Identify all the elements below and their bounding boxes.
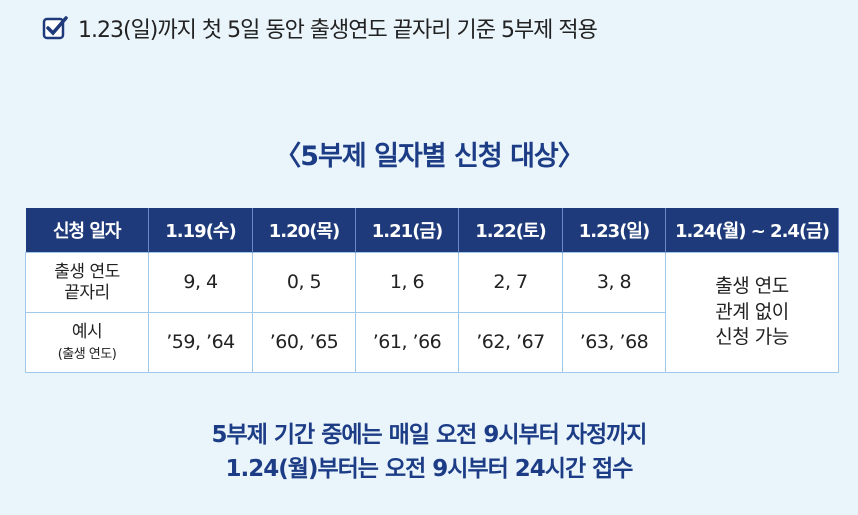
row-label-line: 끝자리 [64,282,110,303]
footer-line: 5부제 기간 중에는 매일 오전 9시부터 자정까지 [211,422,648,448]
footer: 5부제 기간 중에는 매일 오전 9시부터 자정까지 1.24(월)부터는 오전 … [0,418,858,486]
row-label-line: (출생 연도) [57,346,117,362]
row-label: 예시 (출생 연도) [25,312,149,373]
column-header: 1.21(금) [355,208,459,253]
merged-cell-line: 출생 연도 [715,275,789,298]
table-title: 〈5부제 일자별 신청 대상〉 [274,141,585,172]
column-header: 1.23(일) [562,208,666,253]
row-label-line: 출생 연도 [54,262,120,283]
table-cell: ’60, ’65 [252,312,356,373]
column-header: 1.19(수) [148,208,253,253]
schedule-table: 신청 일자 1.19(수) 1.20(목) 1.21(금) 1.22(토) 1.23(일)… [25,208,839,373]
table-cell: 0, 5 [252,252,356,313]
table-cell: 2, 7 [458,252,563,313]
table-cell: ’62, ’67 [458,312,563,373]
table-cell: 3, 8 [562,252,666,313]
note-row: 1.23(일)까지 첫 5일 동안 출생연도 끝자리 기준 5부제 적용 [42,10,598,46]
table-cell: 1, 6 [355,252,459,313]
column-header: 1.22(토) [458,208,563,253]
table-cell: ’63, ’68 [562,312,666,373]
note-text: 1.23(일)까지 첫 5일 동안 출생연도 끝자리 기준 5부제 적용 [78,18,598,43]
table-row: 예시 (출생 연도) ’59, ’64’60, ’65’61, ’66’62, ’6… [25,312,839,373]
table-row: 출생 연도 끝자리 9, 4 0, 5 1, 6 2, 7 3, 8 출생 연도 관계 없이 신청… [25,252,839,373]
column-header: 신청 일자 [25,208,149,253]
row-label-line: 예시 [71,322,103,343]
table-cell: ’59, ’64 [148,312,253,373]
column-header: 1.20(목) [252,208,356,253]
table-cell: ’61, ’66 [355,312,459,373]
row-label: 출생 연도 끝자리 [25,252,149,313]
merged-cell-line: 관계 없이 [715,300,789,323]
merged-cell-line: 신청 가능 [715,326,789,349]
footer-line: 1.24(월)부터는 오전 9시부터 24시간 접수 [225,456,634,482]
column-header: 1.24(월) ~ 2.4(금) [665,208,839,253]
check-icon [42,16,68,40]
header-row: 신청 일자 1.19(수) 1.20(목) 1.21(금) 1.22(토) 1.23(일)… [25,208,839,253]
table-cell: 9, 4 [148,252,253,313]
